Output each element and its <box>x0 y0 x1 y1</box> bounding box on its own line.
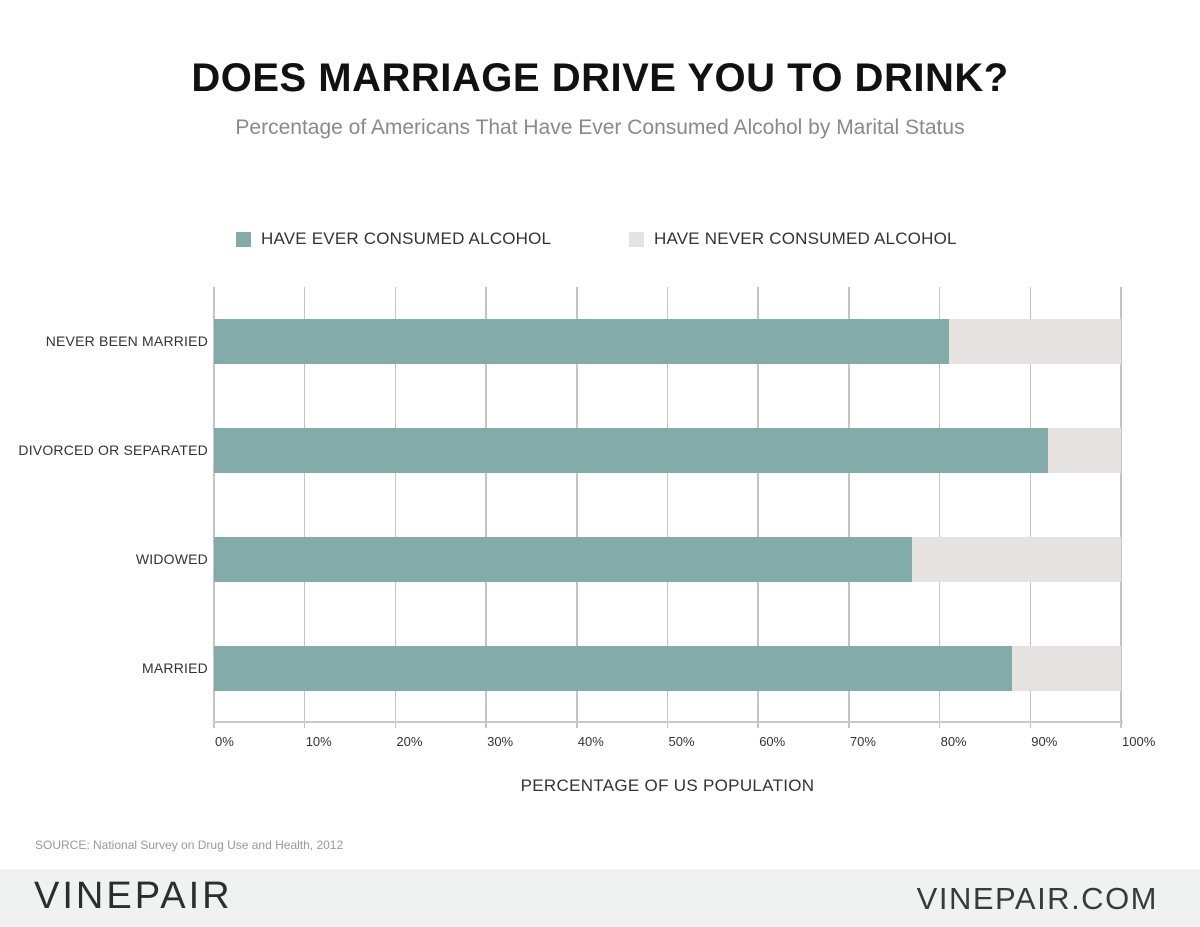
plot-area <box>213 287 1123 728</box>
category-label: MARRIED <box>142 660 208 676</box>
gridline <box>394 287 397 728</box>
gridline <box>1029 287 1032 728</box>
gridline <box>666 287 669 728</box>
gridline <box>757 287 759 728</box>
legend-item-ever: HAVE EVER CONSUMED ALCOHOL <box>236 229 551 249</box>
x-tick-label: 20% <box>396 734 423 749</box>
category-label: DIVORCED OR SEPARATED <box>18 442 208 458</box>
gridline <box>1120 287 1122 728</box>
vinepair-logo: VINEPAIR <box>34 875 233 917</box>
bar-row <box>214 428 1121 473</box>
chart-subtitle: Percentage of Americans That Have Ever C… <box>235 116 965 139</box>
legend-label-never: HAVE NEVER CONSUMED ALCOHOL <box>654 229 957 248</box>
bar-never-consumed <box>912 537 1121 582</box>
chart-title: DOES MARRIAGE DRIVE YOU TO DRINK? <box>191 56 1009 100</box>
legend-label-ever: HAVE EVER CONSUMED ALCOHOL <box>261 229 552 248</box>
bar-row <box>214 537 1121 582</box>
legend-swatch-never <box>629 231 644 247</box>
gridline <box>938 287 941 728</box>
x-tick-label: 60% <box>759 734 786 749</box>
bar-row <box>214 319 1121 364</box>
gridline <box>485 287 487 728</box>
bar-never-consumed <box>948 319 1121 364</box>
footer-bar: VINEPAIR VINEPAIR.COM <box>0 869 1200 927</box>
category-label: WIDOWED <box>135 551 208 567</box>
x-tick-label: 30% <box>487 734 514 749</box>
x-tick-label: 80% <box>940 734 967 749</box>
gridline <box>848 287 850 728</box>
bar-ever-consumed <box>214 319 949 364</box>
x-axis-label: PERCENTAGE OF US POPULATION <box>520 776 815 795</box>
x-tick-label: 100% <box>1122 734 1156 749</box>
x-tick-label: 10% <box>305 734 332 749</box>
x-axis-line <box>214 721 1123 723</box>
bar-never-consumed <box>1012 646 1121 691</box>
bar-ever-consumed <box>214 646 1013 691</box>
bar-never-consumed <box>1048 428 1121 473</box>
x-tick-label: 90% <box>1031 734 1058 749</box>
bar-ever-consumed <box>214 537 913 582</box>
bar-row <box>214 646 1121 691</box>
bar-ever-consumed <box>214 428 1049 473</box>
legend-item-never: HAVE NEVER CONSUMED ALCOHOL <box>629 229 957 249</box>
site-url: VINEPAIR.COM <box>916 881 1158 916</box>
source-note: SOURCE: National Survey on Drug Use and … <box>35 838 344 852</box>
category-label: NEVER BEEN MARRIED <box>45 333 208 349</box>
gridline <box>213 287 215 728</box>
x-tick-label: 0% <box>215 734 234 749</box>
gridline <box>303 287 306 728</box>
x-tick-label: 50% <box>668 734 695 749</box>
legend-swatch-ever <box>236 231 251 247</box>
gridline <box>576 287 578 728</box>
x-tick-label: 40% <box>577 734 604 749</box>
x-tick-label: 70% <box>849 734 876 749</box>
